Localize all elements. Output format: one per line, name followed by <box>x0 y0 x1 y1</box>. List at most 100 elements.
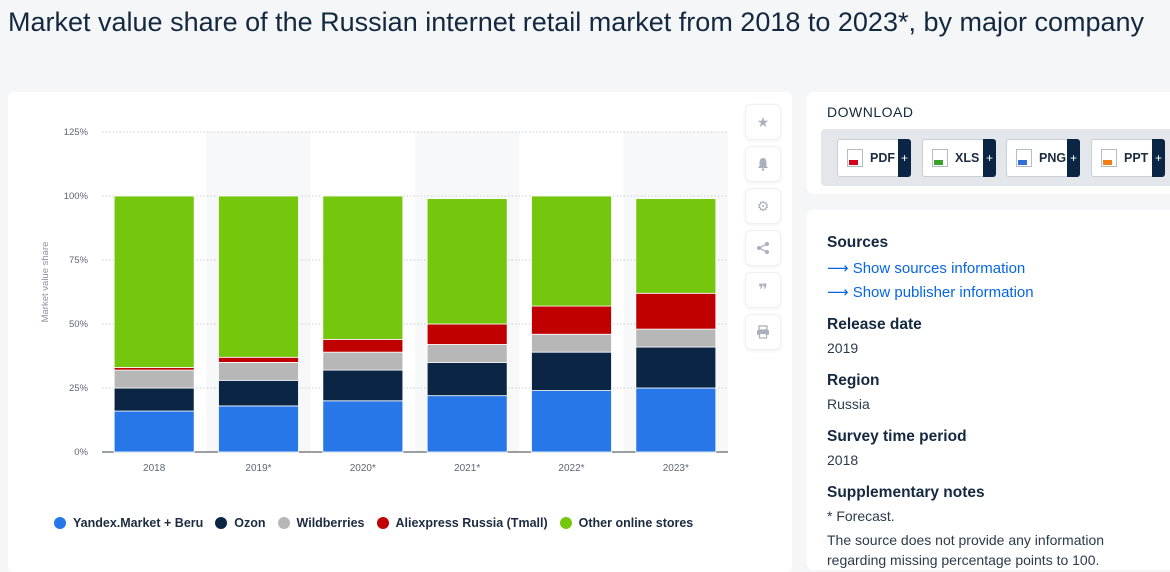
plus-icon: + <box>1067 139 1080 177</box>
y-tick-label: 25% <box>69 383 89 394</box>
legend-item[interactable]: Aliexpress Russia (Tmall) <box>376 516 548 530</box>
stacked-bar-chart: 0% 25% 50% 75% 100% 125% 2018 2019* 2020* 2021* 2… <box>40 127 728 474</box>
bar-segment[interactable] <box>322 351 404 371</box>
legend-item[interactable]: Ozon <box>215 516 266 530</box>
y-tick-label: 50% <box>69 319 89 330</box>
legend-item[interactable]: Other online stores <box>559 516 694 530</box>
bar-segment[interactable] <box>218 379 299 407</box>
x-tick-label: 2018 <box>143 463 166 474</box>
legend-swatch <box>277 517 290 529</box>
legend-item[interactable]: Yandex.Market + Beru <box>54 516 203 530</box>
legend-swatch <box>215 517 228 529</box>
download-xls-label: XLS <box>955 151 980 165</box>
show-publisher-label: Show publisher information <box>852 284 1034 301</box>
plus-icon: + <box>983 139 996 177</box>
download-png-button[interactable]: PNG + <box>1006 139 1080 177</box>
bar-segment[interactable] <box>322 400 404 453</box>
show-sources-link[interactable]: ⟶ Show sources information <box>827 259 1025 277</box>
download-bar: PDF + XLS + PNG + PPT + <box>821 129 1170 186</box>
bar-segment[interactable] <box>426 395 508 453</box>
show-publisher-link[interactable]: ⟶ Show publisher information <box>827 283 1034 301</box>
bar-segment[interactable] <box>218 405 299 453</box>
y-tick-label: 75% <box>69 255 89 266</box>
legend-item[interactable]: Wildberries <box>277 516 365 530</box>
bar-segment[interactable] <box>322 369 404 402</box>
print-icon[interactable] <box>745 314 781 350</box>
bell-icon[interactable] <box>745 146 781 182</box>
bar-segment[interactable] <box>635 198 717 294</box>
bar-segment[interactable] <box>531 305 612 335</box>
legend-label: Wildberries <box>296 516 365 530</box>
x-tick-label: 2021* <box>454 463 480 474</box>
notes-text: The source does not provide any informat… <box>827 532 1105 568</box>
y-axis-label: Market value share <box>40 242 51 323</box>
legend-swatch <box>559 517 572 529</box>
bar-segment[interactable] <box>531 351 612 391</box>
bar-segment[interactable] <box>113 387 195 412</box>
survey-period-heading: Survey time period <box>827 428 967 445</box>
bar-segment[interactable] <box>113 369 195 389</box>
bar-segment[interactable] <box>218 361 299 381</box>
release-date-heading: Release date <box>827 316 922 333</box>
quote-icon[interactable]: ❞ <box>745 272 781 308</box>
region-value: Russia <box>827 396 870 412</box>
bar-segment[interactable] <box>218 195 299 358</box>
bar-segment[interactable] <box>635 292 717 330</box>
x-tick-label: 2022* <box>558 463 584 474</box>
bar-segment[interactable] <box>218 356 299 363</box>
bar-segment[interactable] <box>531 195 612 307</box>
legend-swatch <box>376 517 389 529</box>
bar-segment[interactable] <box>635 387 717 453</box>
bar-segment[interactable] <box>322 338 404 353</box>
show-sources-label: Show sources information <box>852 260 1026 277</box>
arrow-right-icon: ⟶ <box>827 260 849 277</box>
release-date-value: 2019 <box>827 340 859 356</box>
region-heading: Region <box>827 372 880 389</box>
xls-file-icon <box>932 149 948 167</box>
x-tick-label: 2023* <box>663 463 689 474</box>
x-tick-label: 2020* <box>350 463 376 474</box>
legend-label: Yandex.Market + Beru <box>73 516 204 530</box>
download-card: DOWNLOAD PDF + XLS + PNG + PPT + <box>807 92 1170 194</box>
bar-segment[interactable] <box>531 390 612 453</box>
y-tick-label: 100% <box>64 191 89 202</box>
ppt-file-icon <box>1101 149 1117 167</box>
bar-segment[interactable] <box>322 195 404 340</box>
y-tick-label: 125% <box>64 127 89 138</box>
pdf-file-icon <box>847 149 863 167</box>
x-tick-label: 2019* <box>245 463 271 474</box>
chart-legend: Yandex.Market + Beru Ozon Wildberries Al… <box>54 516 693 530</box>
star-icon[interactable]: ★ <box>745 104 781 140</box>
bar-segment[interactable] <box>113 410 195 453</box>
bar-segment[interactable] <box>426 198 508 325</box>
y-tick-label: 0% <box>74 447 88 458</box>
notes-forecast: * Forecast. <box>827 508 895 524</box>
plus-icon: + <box>898 139 911 177</box>
share-icon[interactable] <box>745 230 781 266</box>
bar-segment[interactable] <box>531 333 612 353</box>
bar-segment[interactable] <box>426 323 508 345</box>
plus-icon: + <box>1152 139 1165 177</box>
download-xls-button[interactable]: XLS + <box>922 139 996 177</box>
survey-period-value: 2018 <box>827 452 859 468</box>
chart-card: 0% 25% 50% 75% 100% 125% 2018 2019* 2020* 2021* 2… <box>8 92 792 572</box>
legend-swatch <box>54 517 66 529</box>
download-pdf-button[interactable]: PDF + <box>837 139 911 177</box>
arrow-right-icon: ⟶ <box>827 284 849 301</box>
bar-segment[interactable] <box>113 195 195 368</box>
bar-segment[interactable] <box>426 344 508 363</box>
bar-segment[interactable] <box>635 328 717 348</box>
gear-icon[interactable]: ⚙ <box>745 188 781 224</box>
download-title: DOWNLOAD <box>827 104 914 120</box>
legend-label: Aliexpress Russia (Tmall) <box>395 516 548 530</box>
sources-heading: Sources <box>827 234 889 251</box>
bar-segment[interactable] <box>635 346 717 389</box>
legend-label: Ozon <box>234 516 266 530</box>
download-ppt-button[interactable]: PPT + <box>1091 139 1165 177</box>
info-card: Sources ⟶ Show sources information ⟶ Sho… <box>807 210 1170 570</box>
bar-segment[interactable] <box>426 361 508 397</box>
page-title: Market value share of the Russian intern… <box>8 7 1145 37</box>
png-file-icon <box>1016 149 1032 167</box>
legend-label: Other online stores <box>578 516 694 530</box>
supplementary-notes-heading: Supplementary notes <box>827 484 985 501</box>
